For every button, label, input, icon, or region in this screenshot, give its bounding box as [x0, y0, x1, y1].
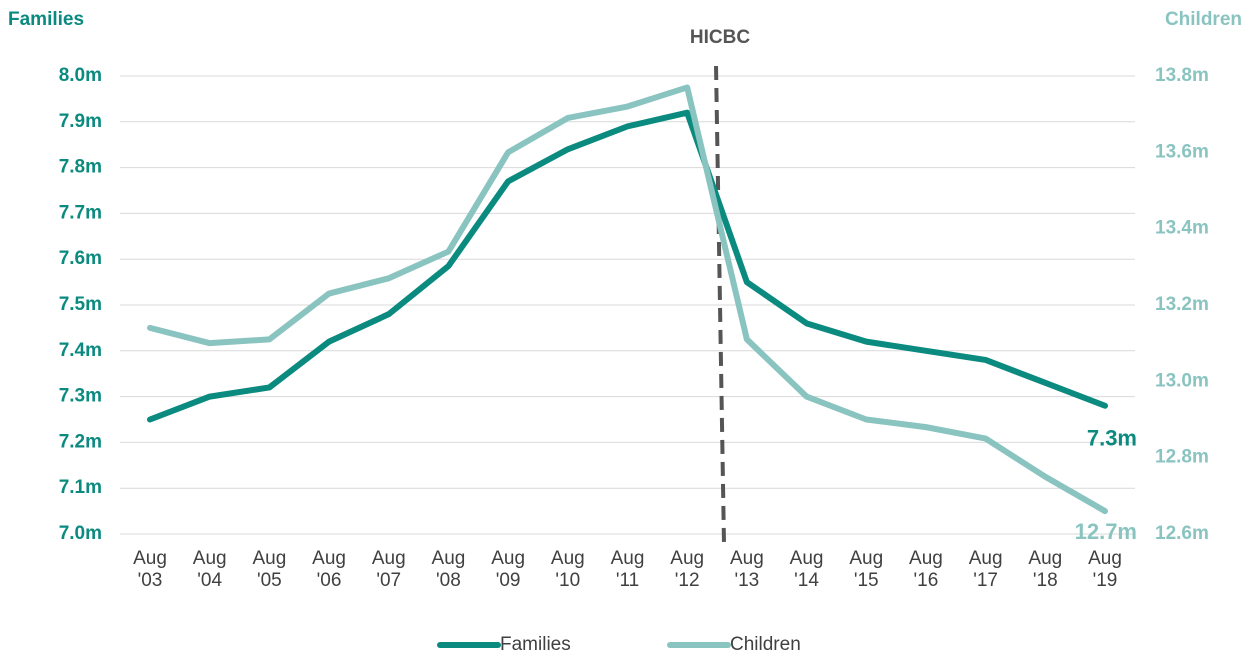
- y-axis-title: Families: [8, 9, 84, 30]
- y-tick-label: 7.5m: [59, 294, 102, 315]
- y2-tick-label: 13.2m: [1155, 294, 1209, 315]
- y-tick-label: 7.7m: [59, 202, 102, 223]
- series-line: [147, 109, 1108, 423]
- x-tick-label: Aug '15: [849, 548, 884, 591]
- x-tick-label: Aug '18: [1028, 548, 1063, 591]
- y-tick-label: 7.9m: [59, 111, 102, 132]
- series-line: [147, 84, 1108, 515]
- x-tick-label: Aug '14: [789, 548, 824, 591]
- y-tick-label: 7.8m: [59, 157, 102, 178]
- x-tick-label: Aug '09: [491, 548, 526, 591]
- y2-tick-label: 12.8m: [1155, 447, 1209, 468]
- y-tick-label: 7.1m: [59, 477, 102, 498]
- x-tick-label: Aug '16: [909, 548, 943, 591]
- x-tick-label: Aug '13: [729, 548, 764, 591]
- x-tick-label: Aug '12: [670, 548, 705, 591]
- y-tick-label: 7.3m: [59, 386, 102, 407]
- event-label: HICBC: [690, 27, 750, 48]
- data-label: 7.3m: [1087, 426, 1137, 451]
- x-tick-label: Aug '10: [550, 548, 585, 591]
- x-tick-label: Aug '17: [968, 548, 1003, 591]
- legend-label: Families: [500, 634, 571, 655]
- y2-tick-label: 13.8m: [1155, 65, 1209, 86]
- data-label: 12.7m: [1075, 519, 1137, 544]
- y-tick-label: 8.0m: [59, 65, 102, 86]
- x-tick-label: Aug '11: [610, 548, 645, 591]
- x-tick-label: Aug '03: [133, 548, 167, 591]
- y-tick-label: 7.4m: [59, 340, 102, 361]
- y-tick-label: 7.6m: [59, 248, 102, 269]
- y2-tick-label: 13.0m: [1155, 370, 1209, 391]
- x-tick-label: Aug '08: [431, 548, 466, 591]
- y-tick-label: 7.0m: [59, 523, 102, 544]
- y2-tick-label: 13.6m: [1155, 141, 1209, 162]
- legend-label: Children: [730, 634, 801, 655]
- x-tick-label: Aug '06: [312, 548, 346, 591]
- y2-axis-title: Children: [1165, 9, 1242, 30]
- x-tick-label: Aug '07: [371, 548, 406, 591]
- x-tick-label: Aug '05: [252, 548, 287, 591]
- x-tick-label: Aug '19: [1088, 548, 1122, 591]
- x-tick-label: Aug '04: [192, 548, 227, 591]
- y-tick-label: 7.2m: [59, 431, 102, 452]
- y2-tick-label: 12.6m: [1155, 523, 1209, 544]
- y2-tick-label: 13.4m: [1155, 218, 1209, 239]
- event-line: [714, 65, 727, 546]
